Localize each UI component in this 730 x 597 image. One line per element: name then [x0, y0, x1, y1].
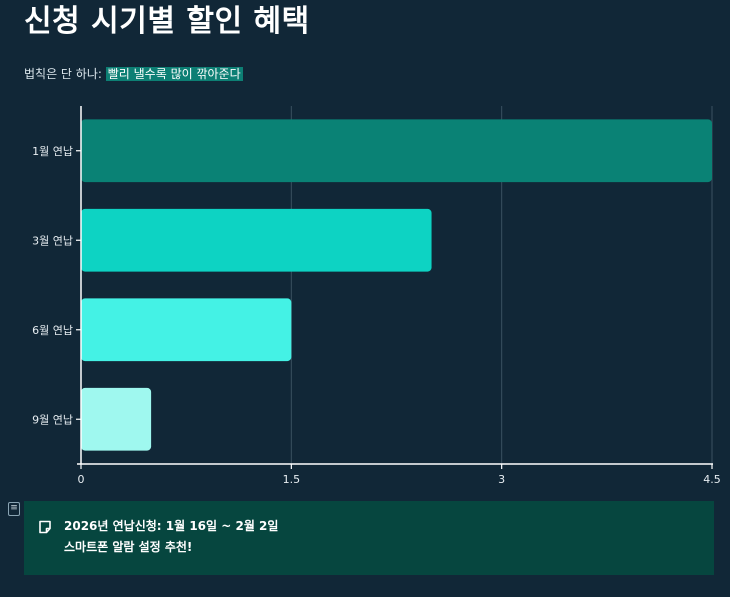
subtitle: 법칙은 단 하나: 빨리 낼수록 많이 깎아준다	[24, 66, 243, 82]
info-callout: 2026년 연납신청: 1월 16일 ~ 2월 2일 스마트폰 알람 설정 추천…	[24, 501, 714, 575]
y-tick-label: 3월 연납	[32, 234, 73, 247]
bar-2	[81, 208, 432, 272]
memo-icon	[39, 520, 51, 534]
page-title: 신청 시기별 할인 혜택	[24, 4, 310, 39]
bar-4	[81, 387, 152, 451]
subtitle-highlight: 빨리 낼수록 많이 깎아준다	[105, 67, 243, 81]
y-tick-label: 1월 연납	[32, 145, 73, 158]
note-line-tip: 스마트폰 알람 설정 추천!	[64, 540, 193, 554]
x-tick-label: 1.5	[283, 473, 301, 486]
discount-bar-chart: 1월 연납 3월 연납 6월 연납 9월 연납 0 1.5 3 4.5	[32, 106, 721, 486]
x-tick-label: 4.5	[703, 473, 721, 486]
note-line-period: 2026년 연납신청: 1월 16일 ~ 2월 2일	[64, 519, 279, 533]
x-tick-label: 3	[498, 473, 505, 486]
y-tick-label: 9월 연납	[32, 413, 73, 426]
bar-1	[81, 119, 712, 183]
note-marker-icon[interactable]: ≡	[8, 502, 20, 516]
x-tick-label: 0	[78, 473, 85, 486]
subtitle-prefix: 법칙은 단 하나:	[24, 67, 106, 81]
y-tick-label: 6월 연납	[32, 324, 73, 337]
bar-3	[81, 298, 292, 362]
